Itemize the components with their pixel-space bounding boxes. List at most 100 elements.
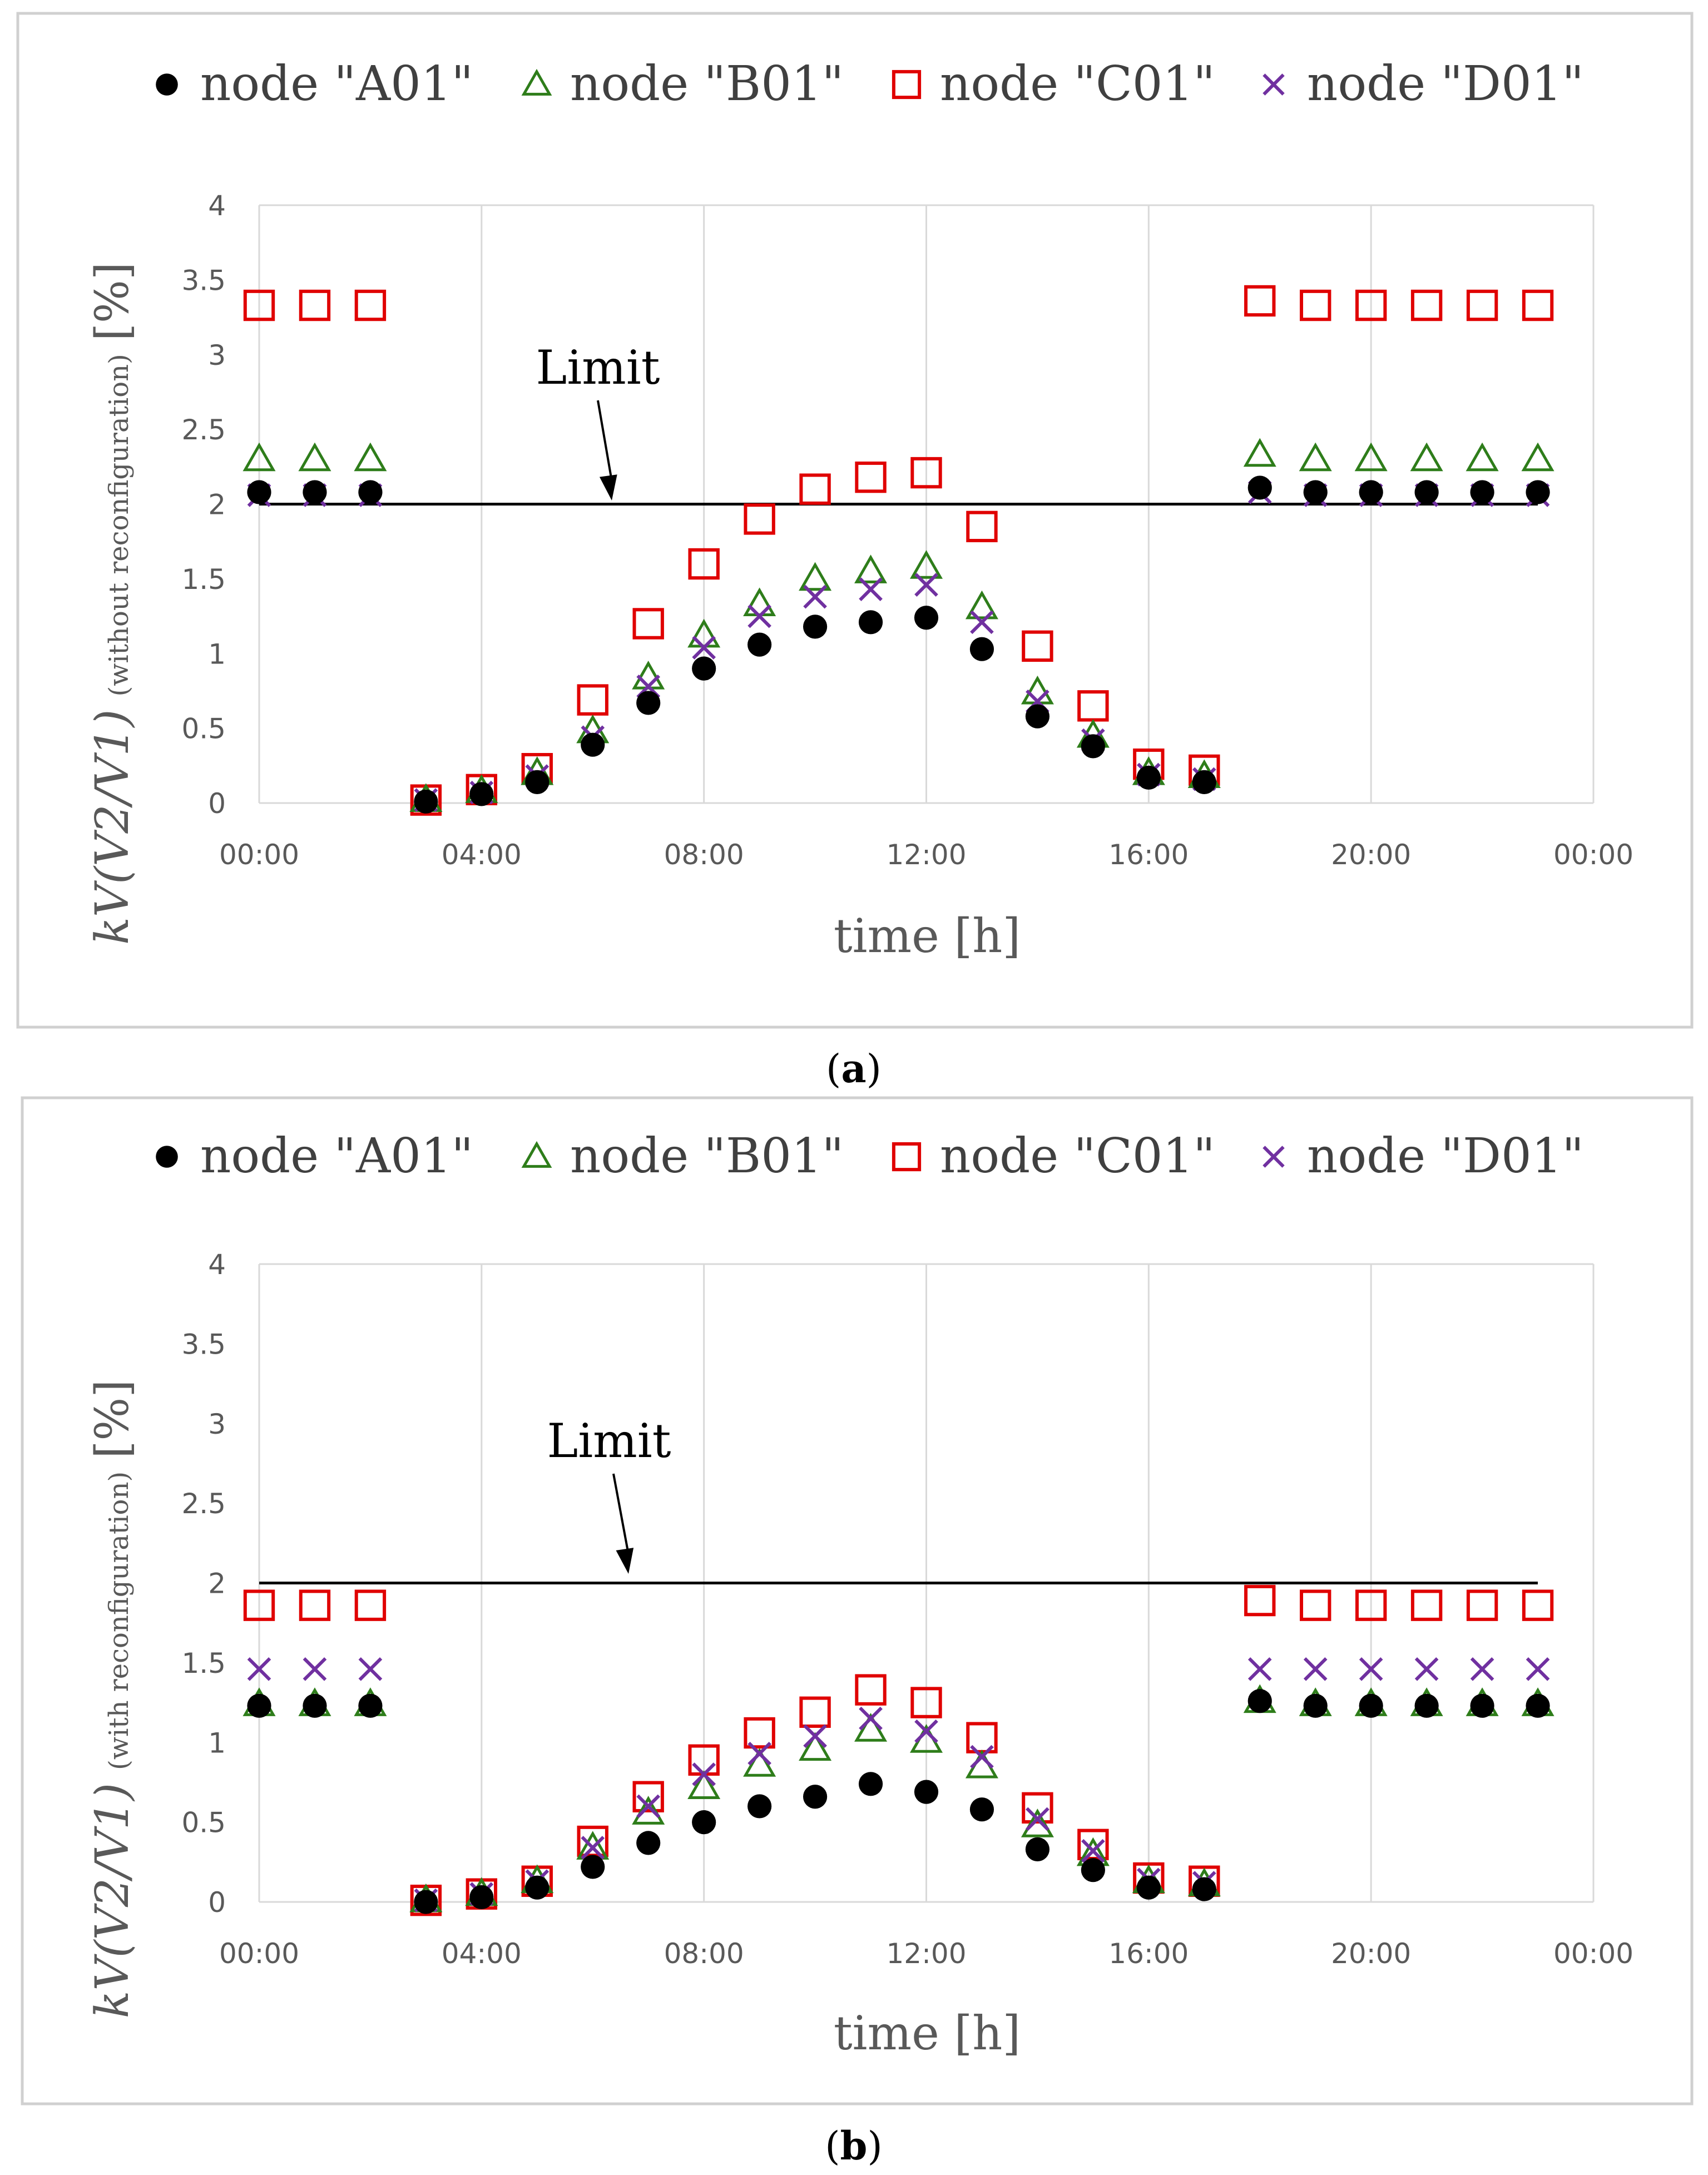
panel-b-x-tick-label: 04:00: [442, 1938, 522, 1970]
panel-b-x-tick-label: 00:00: [1553, 1938, 1633, 1970]
panel-a-y-tick-label: 0: [208, 787, 226, 820]
panel-a-point-D01: [747, 604, 771, 628]
panel-b-x-tick-label: 16:00: [1108, 1938, 1189, 1970]
panel-a-ylabel-qualifier: (without reconfiguration): [103, 354, 135, 696]
panel-a-point-C01: [1466, 289, 1498, 321]
panel-b-point-A01: [1470, 1693, 1494, 1718]
panel-b-point-D01: [358, 1657, 383, 1681]
panel-a-x-tick-label: 20:00: [1331, 839, 1411, 871]
panel-b-point-A01: [1025, 1837, 1050, 1861]
panel-b-legend-marker-B01: [521, 1141, 552, 1168]
panel-a-legend: node "A01" node "B01" node "C01" node "D01": [156, 56, 1584, 112]
panel-a-point-B01: [354, 442, 387, 472]
panel-a-point-B01: [1299, 442, 1332, 472]
panel-b-legend-item-B01: node "B01": [521, 1128, 844, 1184]
panel-b-y-tick-label: 1: [208, 1727, 226, 1759]
panel-b-point-D01: [1414, 1657, 1439, 1681]
panel-b-point-D01: [1359, 1657, 1383, 1681]
panel-a-x-tick-label: 00:00: [1553, 839, 1633, 871]
panel-a-x-tick-label: 16:00: [1108, 839, 1189, 871]
panel-b-label: (b): [825, 2123, 883, 2169]
panel-b-point-A01: [303, 1693, 327, 1718]
panel-a-point-D01: [859, 577, 883, 602]
panel-a-point-C01: [966, 511, 998, 543]
panel-b-point-A01: [581, 1855, 605, 1879]
panel-a-point-D01: [914, 573, 938, 597]
panel-b-point-A01: [1192, 1877, 1216, 1901]
panel-a-series-A01: [247, 475, 1550, 814]
panel-a-point-C01: [1410, 289, 1443, 321]
panel-a-point-B01: [1466, 442, 1499, 472]
panel-a-ylabel-unit: [%]: [86, 262, 139, 341]
panel-a-frame: [16, 12, 1694, 1029]
panel-b-point-C01: [243, 1589, 275, 1621]
panel-a-x-tick-label: 04:00: [442, 839, 522, 871]
panel-a-point-D01: [692, 636, 716, 660]
panel-b-point-A01: [747, 1794, 772, 1819]
panel-b-plot: 00:00 04:00 08:00 12:00 16:00 20:00 00:00 0 0.5 1…: [181, 1248, 1633, 1970]
panel-b-point-B01: [687, 1770, 721, 1799]
panel-b-point-D01: [1303, 1657, 1328, 1681]
panel-b-point-A01: [1136, 1875, 1161, 1900]
panel-b-legend-label-B01: node "B01": [570, 1128, 844, 1184]
panel-a-point-A01: [1414, 480, 1439, 504]
panel-a-point-D01: [970, 610, 994, 635]
panel-a-y-tick-label: 2.5: [181, 414, 226, 446]
panel-b-series-C01: [243, 1584, 1554, 1916]
panel-b-y-tick-label: 0: [208, 1886, 226, 1919]
panel-b-limit-arrow: [612, 1473, 634, 1574]
panel-a-legend-item-D01: node "D01": [1263, 56, 1584, 112]
panel-a-point-A01: [1470, 480, 1494, 504]
panel-b-y-tick-label: 2: [208, 1568, 226, 1600]
panel-a-point-B01: [1521, 442, 1554, 472]
panel-b-x-tick-label: 00:00: [219, 1938, 299, 1970]
panel-b-point-A01: [358, 1693, 383, 1718]
panel-a-point-C01: [1300, 289, 1331, 321]
panel-a-point-C01: [744, 503, 775, 535]
panel-a-point-A01: [525, 770, 549, 794]
panel-b-point-C01: [1466, 1589, 1498, 1621]
panel-b-point-A01: [525, 1875, 549, 1900]
panel-a-y-tick-label: 2: [208, 489, 226, 521]
panel-a-point-A01: [247, 480, 271, 504]
panel-a-point-B01: [965, 590, 998, 620]
panel-b-legend-marker-C01: [892, 1142, 922, 1172]
panel-a-legend-item-C01: node "C01": [892, 56, 1215, 112]
panel-b-legend-label-A01: node "A01": [200, 1128, 473, 1184]
panel-b-point-A01: [803, 1785, 828, 1809]
panel-a-point-A01: [1247, 475, 1272, 500]
panel-a-x-tick-label: 08:00: [664, 839, 744, 871]
panel-a-point-B01: [1354, 442, 1388, 472]
panel-a-point-C01: [354, 289, 387, 321]
panel-a-point-A01: [358, 480, 383, 504]
panel-b-point-C01: [744, 1717, 775, 1749]
panel-a-legend-marker-A01: [156, 73, 178, 96]
panel-a-legend-label-A01: node "A01": [200, 56, 473, 112]
panel-a-point-A01: [1136, 765, 1161, 790]
panel-b-point-A01: [636, 1831, 661, 1855]
panel-a-point-B01: [298, 442, 331, 472]
panel-a-point-D01: [803, 584, 827, 609]
panel-a-legend-item-B01: node "B01": [521, 56, 844, 112]
panel-a-point-A01: [1081, 734, 1105, 759]
panel-a-point-C01: [1522, 289, 1554, 321]
panel-b-legend-label-D01: node "D01": [1307, 1128, 1584, 1184]
panel-b-point-B01: [1021, 1809, 1054, 1837]
panel-a: node "A01" node "B01" node "C01" node "D01"…: [16, 12, 1694, 1092]
panel-a-point-B01: [1243, 438, 1276, 467]
panel-a-point-C01: [299, 289, 331, 321]
panel-b-point-D01: [581, 1836, 605, 1860]
panel-b-point-A01: [469, 1885, 494, 1909]
panel-b-ylabel-unit: [%]: [86, 1380, 139, 1459]
panel-a-point-A01: [414, 789, 438, 814]
panel-a-point-C01: [577, 684, 608, 716]
panel-b-point-D01: [859, 1706, 883, 1731]
panel-b-x-tick-label: 20:00: [1331, 1938, 1411, 1970]
panel-a-x-tick-label: 12:00: [886, 839, 966, 871]
panel-b-label-letter: b: [840, 2123, 868, 2169]
panel-a-limit-arrow: [597, 400, 617, 501]
panel-b-point-D01: [1026, 1807, 1049, 1831]
panel-b-point-A01: [1303, 1693, 1328, 1718]
panel-a-legend-label-C01: node "C01": [940, 56, 1215, 112]
